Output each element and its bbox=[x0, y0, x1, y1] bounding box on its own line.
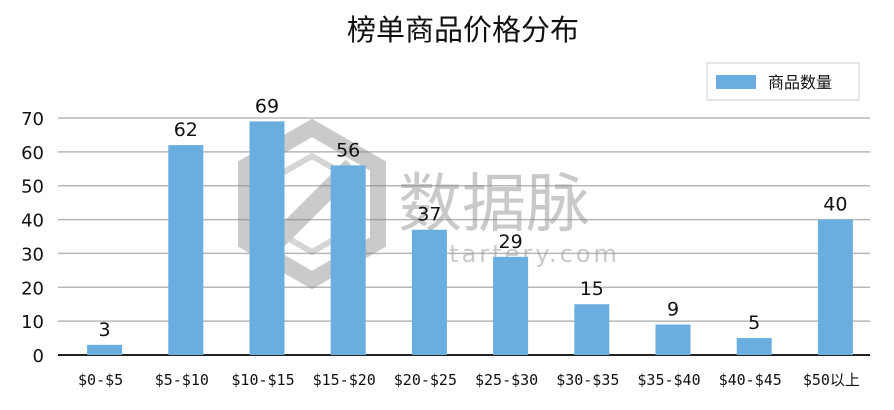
y-tick-label: 30 bbox=[21, 244, 44, 265]
y-tick-label: 50 bbox=[21, 177, 44, 198]
x-tick-label: $35-$40 bbox=[637, 371, 700, 389]
y-tick-label: 70 bbox=[21, 109, 44, 130]
bar bbox=[168, 145, 204, 355]
legend: 商品数量 bbox=[706, 62, 860, 101]
bar bbox=[817, 219, 853, 355]
x-tick-label: $10-$15 bbox=[231, 371, 294, 389]
data-label: 37 bbox=[417, 204, 441, 226]
y-tick-label: 40 bbox=[21, 211, 44, 232]
data-label: 69 bbox=[255, 95, 279, 117]
bar-series bbox=[87, 121, 853, 355]
x-tick-label: $15-$20 bbox=[313, 371, 376, 389]
data-label: 40 bbox=[823, 194, 847, 216]
data-label: 62 bbox=[174, 119, 198, 141]
data-label: 56 bbox=[336, 139, 360, 161]
bar bbox=[87, 344, 123, 355]
data-label: 5 bbox=[748, 312, 760, 334]
x-tick-label: $20-$25 bbox=[394, 371, 457, 389]
x-tick-label: $50以上 bbox=[803, 371, 860, 389]
x-tick-label: $25-$30 bbox=[475, 371, 538, 389]
data-label: 15 bbox=[580, 278, 604, 300]
y-tick-label: 0 bbox=[33, 346, 44, 367]
bar bbox=[411, 229, 447, 355]
data-label: 29 bbox=[499, 231, 523, 253]
data-label: 3 bbox=[99, 319, 111, 341]
x-tick-label: $0-$5 bbox=[78, 371, 123, 389]
x-tick-label: $30-$35 bbox=[556, 371, 619, 389]
data-label: 9 bbox=[667, 299, 679, 321]
bar bbox=[330, 165, 366, 355]
x-axis: $0-$5 $5-$10 $10-$15 $15-$20 $20-$25 $25-$30 $… bbox=[78, 371, 860, 389]
bar bbox=[249, 121, 285, 355]
bar bbox=[655, 324, 691, 355]
y-tick-label: 10 bbox=[21, 312, 44, 333]
legend-label: 商品数量 bbox=[768, 73, 832, 92]
y-tick-label: 60 bbox=[21, 143, 44, 164]
legend-swatch bbox=[716, 75, 756, 89]
y-tick-label: 20 bbox=[21, 278, 44, 299]
bar bbox=[574, 304, 610, 355]
x-tick-label: $40-$45 bbox=[719, 371, 782, 389]
bar bbox=[493, 256, 529, 355]
bar bbox=[736, 338, 772, 355]
x-tick-label: $5-$10 bbox=[155, 371, 209, 389]
data-labels: 3 62 69 56 37 29 15 9 5 40 bbox=[99, 95, 848, 340]
watermark-text: 数据脉 bbox=[398, 168, 590, 242]
chart-title: 榜单商品价格分布 bbox=[347, 13, 579, 47]
